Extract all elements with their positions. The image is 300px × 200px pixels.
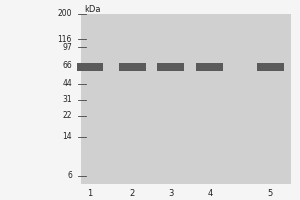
Text: 116: 116 bbox=[58, 35, 72, 44]
Bar bbox=[256, 63, 284, 71]
Bar bbox=[118, 63, 146, 71]
Bar bbox=[158, 63, 184, 71]
Text: 1: 1 bbox=[87, 188, 93, 198]
Text: kDa: kDa bbox=[84, 4, 101, 14]
Bar bbox=[76, 63, 103, 71]
Text: 6: 6 bbox=[67, 171, 72, 180]
Text: 200: 200 bbox=[58, 9, 72, 19]
Text: 2: 2 bbox=[129, 188, 135, 198]
Text: 31: 31 bbox=[62, 95, 72, 104]
Text: 3: 3 bbox=[168, 188, 174, 198]
Text: 97: 97 bbox=[62, 43, 72, 52]
Bar bbox=[81, 14, 291, 184]
Text: 22: 22 bbox=[62, 111, 72, 120]
Bar bbox=[196, 63, 224, 71]
Text: 14: 14 bbox=[62, 132, 72, 141]
Text: 4: 4 bbox=[207, 188, 213, 198]
Text: 44: 44 bbox=[62, 79, 72, 88]
Text: 66: 66 bbox=[62, 61, 72, 70]
Text: 5: 5 bbox=[267, 188, 273, 198]
